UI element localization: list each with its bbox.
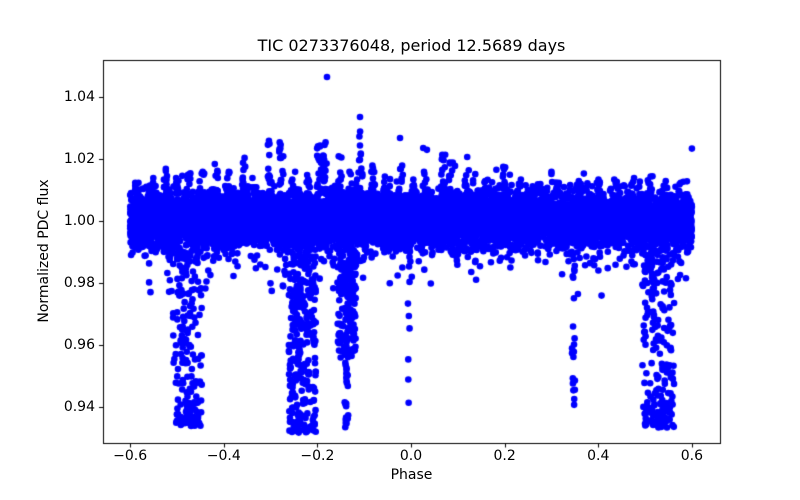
x-tick-label: −0.2 <box>300 448 335 464</box>
x-tick-label: 0.2 <box>493 448 516 464</box>
y-tick-label: 0.96 <box>63 337 95 354</box>
chart-title: TIC 0273376048, period 12.5689 days <box>257 36 566 55</box>
x-tick-label: 0.0 <box>399 448 423 464</box>
y-tick-label: 1.04 <box>63 89 95 106</box>
y-tick-label: 0.94 <box>63 399 95 416</box>
x-tick-label: −0.4 <box>206 448 241 464</box>
y-axis-label: Normalized PDC flux <box>36 179 52 323</box>
x-tick-label: −0.6 <box>113 448 148 464</box>
y-tick-label: 1.02 <box>63 151 95 168</box>
x-tick-label: 0.4 <box>587 448 610 464</box>
x-tick-label: 0.6 <box>680 448 704 464</box>
x-axis-label: Phase <box>390 467 433 483</box>
y-tick-label: 0.98 <box>63 275 95 292</box>
y-tick-label: 1.00 <box>63 213 95 230</box>
